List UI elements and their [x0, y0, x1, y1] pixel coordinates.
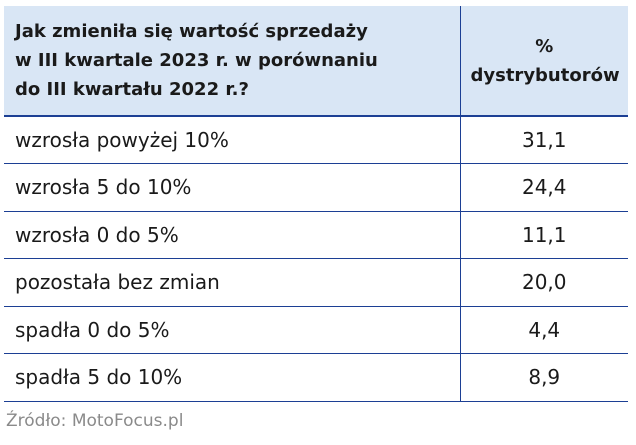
row-category: wzrosła powyżej 10% [4, 116, 460, 164]
percent-header-line-1: % [535, 35, 554, 57]
percent-header: % dystrybutorów [459, 6, 628, 117]
row-value: 4,4 [459, 306, 628, 354]
source-note: Źródło: MotoFocus.pl [6, 411, 184, 431]
question-header: Jak zmieniła się wartość sprzedaży w III… [4, 6, 460, 117]
table-row: wzrosła 0 do 5% 11,1 [4, 211, 628, 259]
table-row: pozostała bez zmian 20,0 [4, 258, 628, 307]
row-value: 11,1 [459, 211, 628, 259]
table-row: spadła 5 do 10% 8,9 [4, 353, 628, 402]
row-value: 8,9 [459, 353, 628, 402]
table-header-row: Jak zmieniła się wartość sprzedaży w III… [4, 6, 628, 117]
row-category: pozostała bez zmian [4, 258, 460, 307]
data-table-container: Jak zmieniła się wartość sprzedaży w III… [4, 6, 628, 402]
table-row: wzrosła 5 do 10% 24,4 [4, 163, 628, 212]
percent-header-line-2: dystrybutorów [470, 64, 620, 86]
row-category: wzrosła 0 do 5% [4, 211, 460, 259]
row-value: 20,0 [459, 258, 628, 307]
row-category: spadła 5 do 10% [4, 353, 460, 402]
question-line-2: w III kwartale 2023 r. w porównaniu [15, 50, 378, 71]
question-line-1: Jak zmieniła się wartość sprzedaży [15, 21, 368, 42]
table-row: wzrosła powyżej 10% 31,1 [4, 116, 628, 164]
question-line-3: do III kwartału 2022 r.? [15, 79, 249, 100]
row-value: 31,1 [459, 116, 628, 164]
data-table: Jak zmieniła się wartość sprzedaży w III… [4, 6, 628, 402]
row-category: spadła 0 do 5% [4, 306, 460, 354]
row-value: 24,4 [459, 163, 628, 212]
table-row: spadła 0 do 5% 4,4 [4, 306, 628, 354]
row-category: wzrosła 5 do 10% [4, 163, 460, 212]
